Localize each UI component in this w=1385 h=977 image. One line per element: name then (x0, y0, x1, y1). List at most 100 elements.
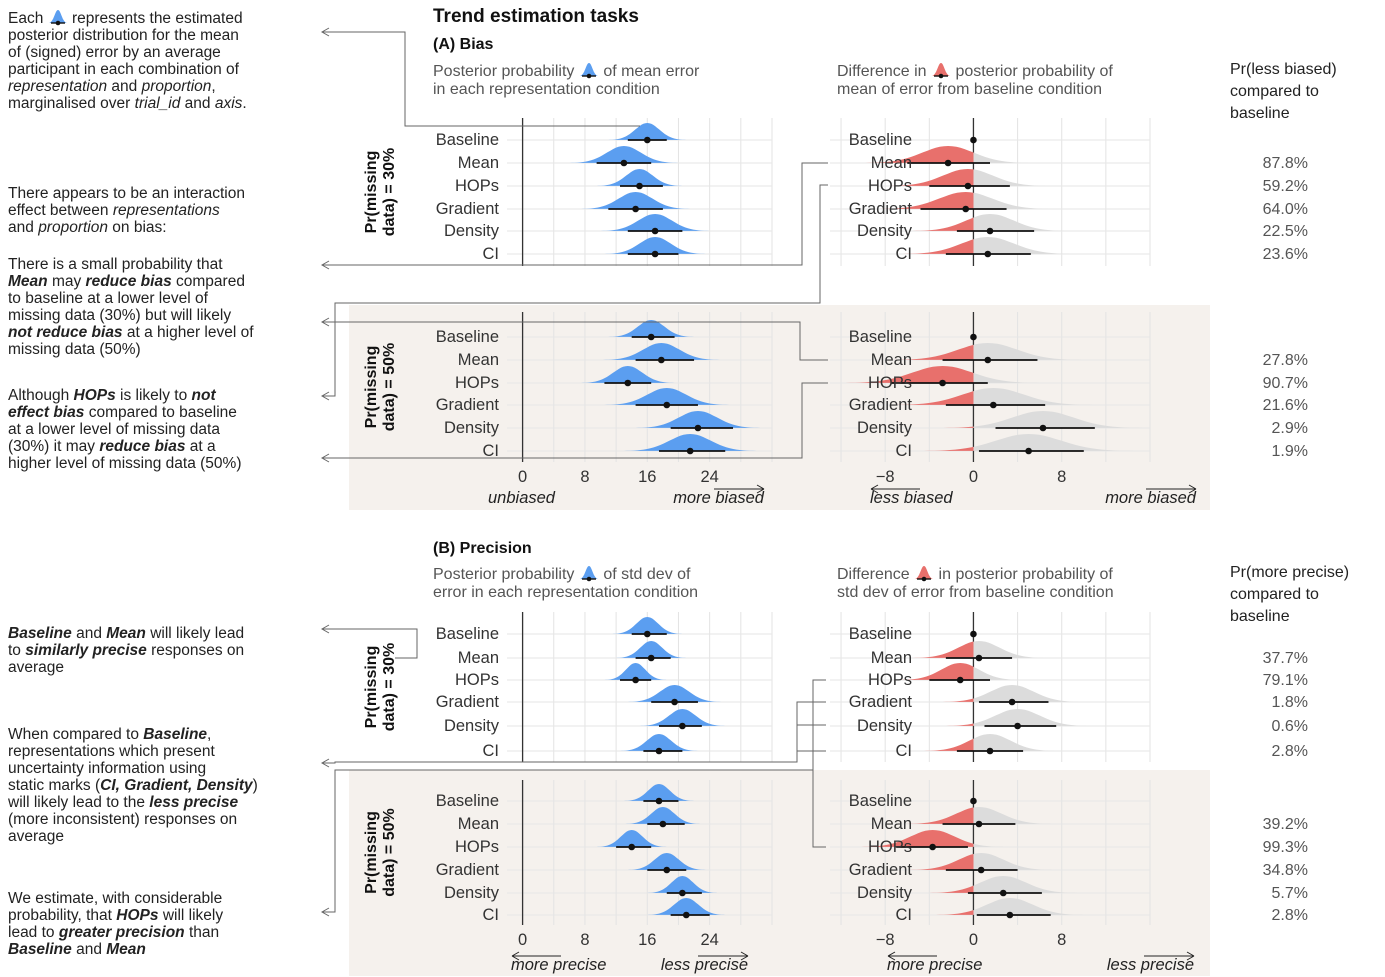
probability-label: 64.0% (1263, 201, 1308, 218)
point-estimate (647, 333, 655, 341)
point-estimate (984, 250, 992, 258)
red-density-icon (931, 63, 950, 79)
density-blue (604, 663, 667, 680)
category-label: Density (444, 717, 500, 735)
axis-direction-text: more precise (511, 956, 606, 974)
density-grey (973, 388, 1093, 405)
point-estimate (643, 136, 651, 144)
point-estimate (970, 797, 977, 805)
category-label: CI (896, 442, 913, 460)
arrow-a1 (320, 27, 330, 37)
category-label: CI (483, 245, 500, 263)
point-estimate (658, 356, 665, 364)
x-tick-label: 0 (518, 468, 527, 486)
point-estimate (655, 747, 663, 755)
density-blue (647, 898, 726, 915)
x-tick-label: 0 (518, 931, 527, 949)
category-label: Baseline (436, 131, 499, 149)
point-estimate (651, 227, 659, 235)
x-tick-label: 8 (580, 931, 589, 949)
density-red (892, 344, 974, 360)
density-blue (623, 434, 757, 451)
point-estimate (679, 889, 686, 897)
point-estimate (686, 447, 694, 455)
annotation-a3: There is a small probability that Mean m… (8, 256, 254, 358)
probability-label: 39.2% (1263, 816, 1308, 833)
category-label: CI (483, 906, 500, 924)
facet-band-a50 (349, 305, 1210, 510)
density-red (894, 391, 974, 405)
arrow-a4a (320, 391, 330, 401)
figure-title: Trend estimation tasks (433, 6, 639, 27)
axis-direction-label: more precise (511, 951, 606, 974)
facet-label-line1: Pr(missing (363, 646, 380, 729)
probability-label: 34.8% (1263, 862, 1308, 879)
facet-label-b-30: Pr(missing data) = 30% (363, 643, 398, 731)
facet-band-b50 (349, 770, 1210, 976)
panel-b-heading: (B) Precision (433, 540, 532, 557)
probability-label: 59.2% (1263, 178, 1308, 195)
category-label: Mean (871, 815, 912, 833)
density-blue (569, 146, 679, 163)
panel-b-right-subtitle: Difference in posterior probability of s… (837, 566, 1114, 601)
point-estimate (929, 843, 936, 851)
category-label: Gradient (436, 693, 500, 711)
category-label: Baseline (849, 131, 912, 149)
density-blue (581, 192, 691, 209)
axis-direction-text: less precise (1107, 956, 1194, 974)
category-label: Gradient (436, 200, 500, 218)
category-label: Gradient (849, 861, 913, 879)
density-blue (627, 685, 722, 702)
category-label: Density (444, 222, 500, 240)
density-grey (973, 641, 1046, 658)
probability-label: 2.8% (1272, 907, 1308, 924)
connector-a3b (322, 321, 828, 361)
point-estimate (990, 401, 997, 409)
category-label: CI (483, 442, 500, 460)
point-estimate (663, 866, 671, 874)
x-tick-label: 8 (1057, 931, 1066, 949)
category-label: CI (896, 906, 913, 924)
connector-b3a (322, 679, 826, 913)
panel-a-heading: (A) Bias (433, 36, 494, 53)
density-grey (973, 214, 1068, 231)
axis-direction-text: more biased (673, 489, 765, 507)
probability-label: 1.8% (1272, 694, 1308, 711)
category-label: HOPs (868, 838, 912, 856)
panel-b-prob-header: Pr(more precise) compared to baseline (1230, 564, 1350, 625)
category-label: Baseline (436, 328, 499, 346)
density-red (912, 217, 974, 231)
axis-direction-label: less biased (870, 484, 953, 507)
category-label: CI (483, 742, 500, 760)
density-blue (596, 830, 667, 847)
blue-density-icon (579, 63, 598, 79)
density-blue (581, 366, 675, 383)
point-estimate (956, 676, 964, 684)
point-estimate (655, 797, 663, 805)
category-label: Mean (458, 154, 499, 172)
x-tick-label: −8 (876, 468, 895, 486)
connector-a3a (322, 162, 828, 266)
point-estimate (659, 820, 667, 828)
category-label: Baseline (436, 792, 499, 810)
density-blue (647, 876, 718, 893)
point-estimate (986, 747, 994, 755)
x-tick-label: 0 (969, 931, 978, 949)
annotation-a2: There appears to be an interaction effec… (8, 185, 245, 236)
facet-label-line1: Pr(missing (363, 346, 380, 429)
category-label: Mean (871, 649, 912, 667)
axis-direction-label: less precise (1107, 951, 1195, 974)
point-estimate (620, 159, 628, 167)
category-label: CI (896, 742, 913, 760)
facet-label-line1: Pr(missing (363, 811, 380, 894)
category-label: CI (896, 245, 913, 263)
probability-label: 1.9% (1272, 443, 1308, 460)
density-grey (973, 807, 1052, 824)
point-estimate (1025, 447, 1032, 455)
category-label: HOPs (455, 671, 499, 689)
point-estimate (999, 889, 1007, 897)
category-label: Density (857, 717, 913, 735)
point-estimate (682, 911, 690, 919)
density-red (942, 698, 974, 702)
point-estimate (986, 227, 994, 235)
